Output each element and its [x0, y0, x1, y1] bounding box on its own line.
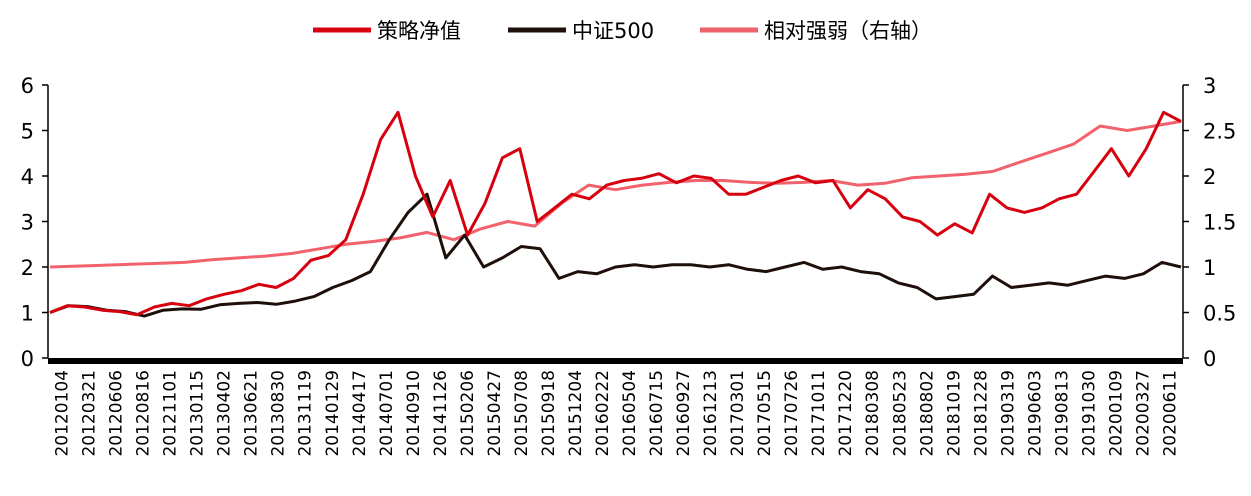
y-right-tick-label: 1 — [1203, 256, 1216, 280]
x-tick-label: 20130830 — [269, 370, 289, 457]
x-tick-label: 20140701 — [377, 370, 397, 457]
x-tick-label: 20161213 — [701, 370, 721, 457]
y-right-tick-label: 1.5 — [1203, 211, 1236, 235]
y-left-tick-label: 6 — [21, 74, 34, 98]
x-tick-label: 20180523 — [890, 370, 910, 457]
x-axis — [48, 358, 1183, 364]
series-line-strategy — [49, 110, 1182, 317]
x-tick-label: 20160715 — [647, 370, 667, 457]
x-tick-label: 20151204 — [566, 370, 586, 457]
x-tick-label: 20170301 — [728, 370, 748, 457]
y-left-tick-label: 4 — [21, 165, 34, 189]
series-layer — [49, 110, 1182, 318]
y-right-tick-label: 0 — [1203, 347, 1216, 371]
y-left-tick-label: 3 — [21, 211, 34, 235]
x-tick-label: 20170726 — [782, 370, 802, 457]
x-tick-label: 20180802 — [917, 370, 937, 457]
y-left-tick-label: 0 — [21, 347, 34, 371]
legend-label-relative-strength: 相对强弱（右轴） — [764, 19, 932, 43]
legend: 策略净值 中证500 相对强弱（右轴） — [313, 19, 932, 43]
x-tick-label: 20200611 — [1160, 370, 1180, 457]
axes: 0 1 2 3 4 5 6 0 0.5 1 1.5 2 2.5 3 20120104 20120321 2012… — [21, 74, 1237, 457]
x-tick-label: 20171011 — [809, 370, 829, 457]
x-tick-label: 20190319 — [998, 370, 1018, 457]
x-tick-label: 20120816 — [134, 370, 154, 457]
x-tick-label: 20141126 — [431, 370, 451, 457]
x-tick-label: 20200327 — [1133, 370, 1153, 457]
x-tick-label: 20150206 — [458, 370, 478, 457]
x-tick-label: 20140910 — [404, 370, 424, 457]
y-left-tick-label: 2 — [21, 256, 34, 280]
x-tick-label: 20130621 — [242, 370, 262, 457]
x-tick-label: 20181019 — [944, 370, 964, 457]
x-tick-label: 20190603 — [1025, 370, 1045, 457]
x-tick-label: 20180308 — [863, 370, 883, 457]
x-tick-label: 20140417 — [350, 370, 370, 457]
x-tick-label: 20191030 — [1079, 370, 1099, 457]
x-tick-label: 20170515 — [755, 370, 775, 457]
x-tick-label: 20200109 — [1106, 370, 1126, 457]
series-line-relative-strength — [49, 119, 1182, 269]
y-right-tick-label: 2 — [1203, 165, 1216, 189]
x-tick-label: 20150918 — [539, 370, 559, 457]
x-tick-label: 20120321 — [80, 370, 100, 457]
x-tick-label: 20181228 — [971, 370, 991, 457]
x-tick-label: 20140129 — [323, 370, 343, 457]
y-right-tick-label: 2.5 — [1203, 120, 1236, 144]
x-tick-label: 20171220 — [836, 370, 856, 457]
y-left-tick-label: 1 — [21, 302, 34, 326]
x-tick-label: 20160927 — [674, 370, 694, 457]
x-tick-label: 20120606 — [107, 370, 127, 457]
x-tick-label: 20130115 — [188, 370, 208, 457]
x-tick-label: 20160504 — [620, 370, 640, 457]
x-tick-label: 20150708 — [512, 370, 532, 457]
series-line-csi500 — [49, 192, 1182, 318]
x-tick-label: 20120104 — [53, 370, 73, 457]
legend-label-strategy: 策略净值 — [377, 19, 461, 43]
x-tick-label: 20160222 — [593, 370, 613, 457]
y-right-tick-label: 0.5 — [1203, 302, 1236, 326]
x-tick-label: 20121101 — [161, 370, 181, 457]
x-tick-label: 20150427 — [485, 370, 505, 457]
legend-label-csi500: 中证500 — [572, 19, 654, 43]
y-left-tick-label: 5 — [21, 120, 34, 144]
x-tick-label: 20190813 — [1052, 370, 1072, 457]
y-right-tick-label: 3 — [1203, 74, 1216, 98]
x-tick-label: 20130402 — [215, 370, 235, 457]
x-tick-label: 20131119 — [296, 370, 316, 457]
